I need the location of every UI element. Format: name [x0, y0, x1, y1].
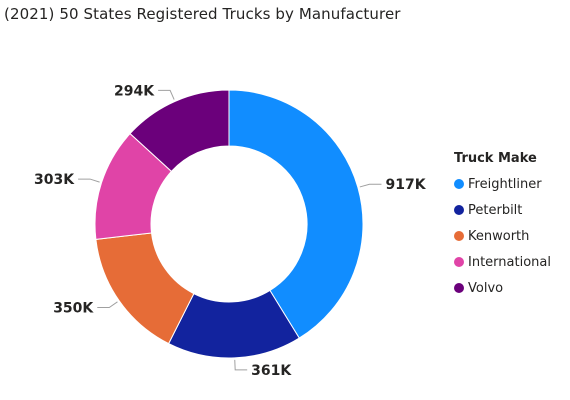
- data-label-international: 303K: [34, 172, 75, 188]
- legend-label: International: [468, 254, 551, 270]
- legend-swatch-icon: [454, 231, 464, 241]
- leader-line-volvo: [158, 89, 175, 100]
- data-label-kenworth: 350K: [53, 301, 94, 317]
- legend-item-international[interactable]: International: [454, 249, 551, 275]
- legend-swatch-icon: [454, 283, 464, 293]
- legend-swatch-icon: [454, 257, 464, 267]
- leader-line-international: [78, 178, 100, 183]
- legend-item-volvo[interactable]: Volvo: [454, 275, 551, 301]
- leader-line-kenworth: [97, 301, 118, 309]
- legend-item-freightliner[interactable]: Freightliner: [454, 171, 551, 197]
- legend-title: Truck Make: [454, 151, 537, 166]
- legend-item-peterbilt[interactable]: Peterbilt: [454, 197, 551, 223]
- data-label-volvo: 294K: [114, 83, 155, 99]
- legend-swatch-icon: [454, 179, 464, 189]
- donut-slices: [94, 89, 364, 359]
- leader-lines: [78, 89, 382, 371]
- legend-label: Freightliner: [468, 176, 542, 192]
- data-label-freightliner: 917K: [385, 177, 426, 193]
- legend-item-kenworth[interactable]: Kenworth: [454, 223, 551, 249]
- chart-title: (2021) 50 States Registered Trucks by Ma…: [4, 5, 401, 23]
- leader-line-freightliner: [359, 183, 382, 188]
- legend-swatch-icon: [454, 205, 464, 215]
- legend-label: Kenworth: [468, 228, 530, 244]
- leader-line-peterbilt: [234, 359, 248, 371]
- slice-freightliner[interactable]: [228, 89, 364, 339]
- data-label-peterbilt: 361K: [251, 363, 292, 379]
- data-labels: 917K 361K 350K 303K 294K: [34, 83, 427, 378]
- slice-volvo[interactable]: [129, 89, 230, 173]
- legend-items: Freightliner Peterbilt Kenworth Internation…: [454, 171, 551, 301]
- legend: Truck Make Freightliner Peterbilt Kenworth…: [454, 147, 551, 301]
- legend-label: Peterbilt: [468, 202, 523, 218]
- legend-label: Volvo: [468, 280, 504, 296]
